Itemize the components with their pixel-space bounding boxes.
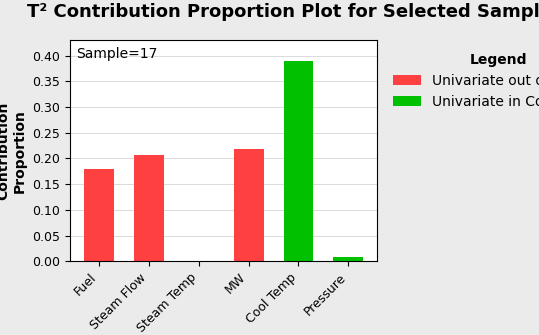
Text: T² Contribution Proportion Plot for Selected Samples: T² Contribution Proportion Plot for Sele… [27, 3, 539, 21]
Legend: Univariate out of Control, Univariate in Control: Univariate out of Control, Univariate in… [388, 47, 539, 114]
Text: Sample=17: Sample=17 [76, 47, 157, 61]
Bar [134, 155, 164, 261]
Bar [334, 257, 363, 261]
Bar [284, 61, 314, 261]
Bar [234, 149, 264, 261]
Bar [84, 169, 114, 261]
Y-axis label: Contribution
Proportion: Contribution Proportion [0, 102, 27, 200]
